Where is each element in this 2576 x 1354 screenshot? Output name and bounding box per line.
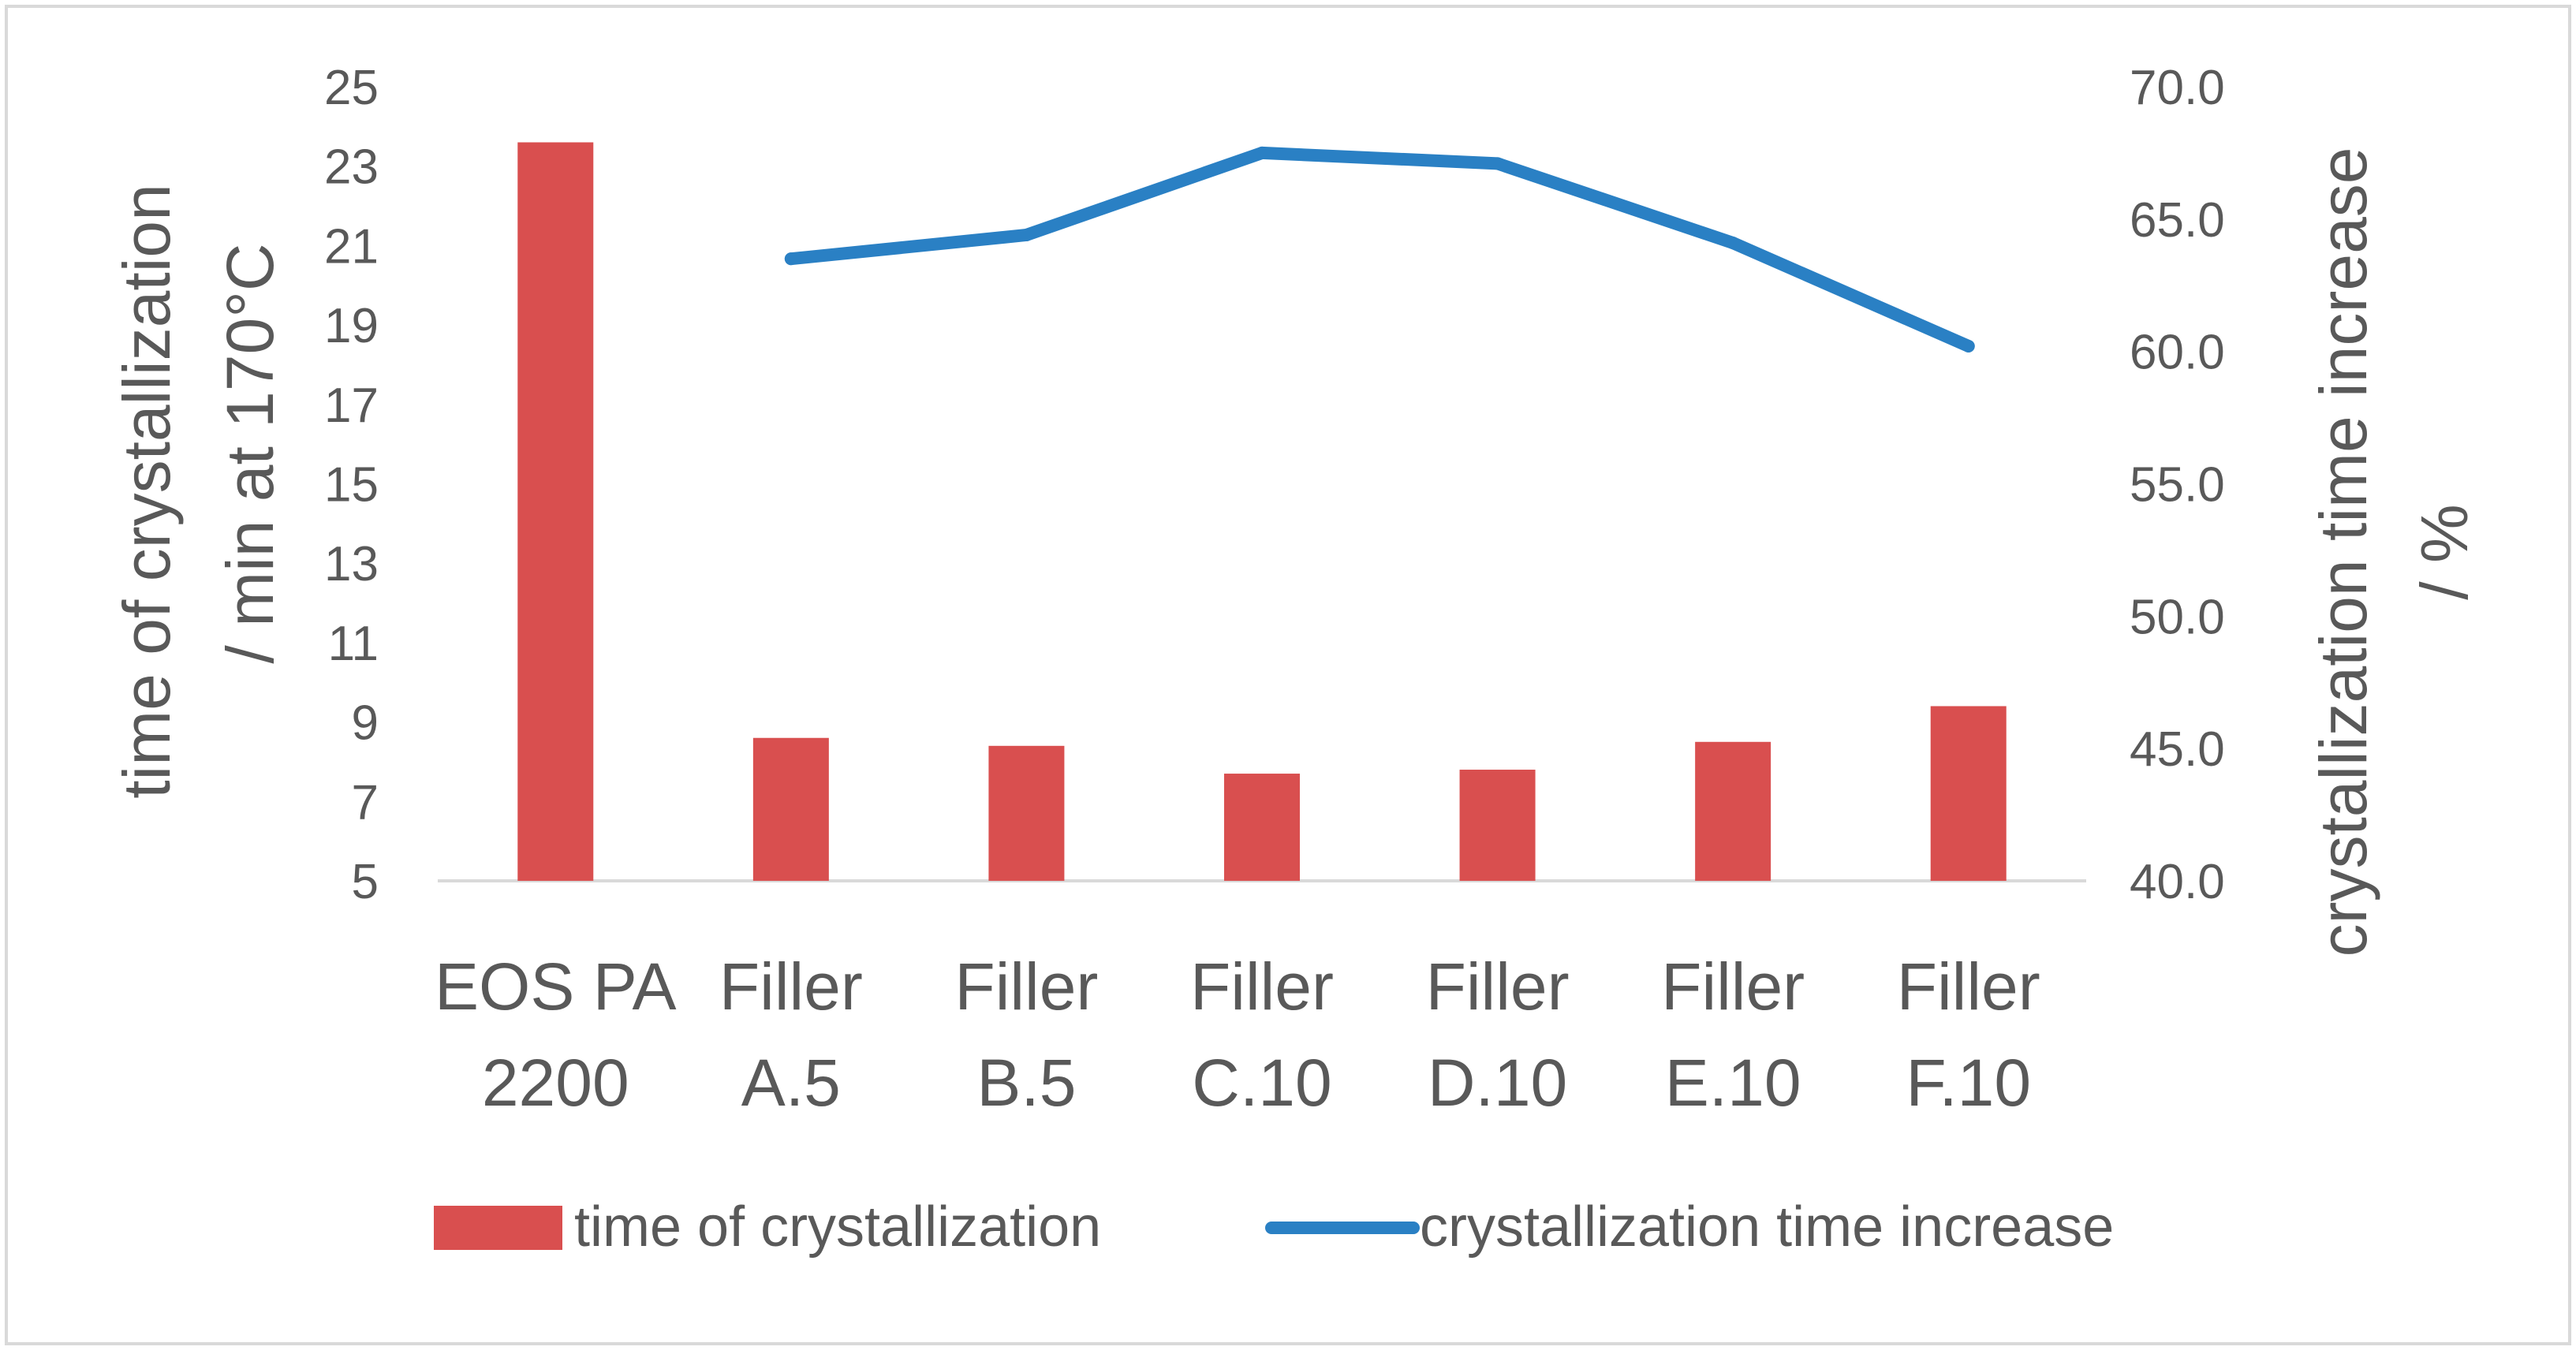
right-tick-label: 70.0 (2130, 61, 2225, 115)
category-label: Filler (1190, 949, 1334, 1024)
line-point (1727, 237, 1740, 250)
bar (988, 745, 1065, 881)
left-tick-label: 19 (324, 299, 379, 353)
right-axis-title-unit: / % (2407, 504, 2481, 599)
category-labels: EOS PA 2200 Filler A.5 Filler B.5 Filler C.10 Fi… (435, 949, 2040, 1120)
category-label: C.10 (1192, 1046, 1331, 1120)
line-point (1256, 146, 1268, 159)
left-tick-label: 13 (324, 537, 379, 591)
left-tick-label: 7 (352, 775, 379, 830)
bar (1459, 770, 1536, 881)
legend-bar-swatch (434, 1206, 562, 1250)
left-axis-title-unit: / min at 170°C (213, 243, 287, 663)
legend: time of crystallization crystallization t… (434, 1195, 2114, 1259)
category-label: Filler (1426, 949, 1570, 1024)
line-point (1020, 228, 1033, 241)
right-tick-label: 60.0 (2130, 326, 2225, 380)
bar (1695, 741, 1771, 881)
category-label: Filler (719, 949, 863, 1024)
left-tick-label: 9 (352, 696, 379, 751)
right-axis-title: crystallization time increase (2306, 147, 2380, 957)
right-tick-label: 65.0 (2130, 193, 2225, 248)
line-point (1491, 157, 1504, 170)
category-label: F.10 (1906, 1046, 2031, 1120)
right-tick-label: 40.0 (2130, 855, 2225, 909)
left-tick-label: 23 (324, 140, 379, 195)
bar (1224, 774, 1300, 881)
left-tick-label: 21 (324, 219, 379, 274)
right-tick-label: 55.0 (2130, 458, 2225, 513)
line-point (1962, 339, 1975, 352)
left-tick-label: 11 (328, 617, 379, 671)
line-series (784, 146, 1975, 352)
right-tick-label: 45.0 (2130, 722, 2225, 777)
right-axis: 40.0 45.0 50.0 55.0 60.0 65.0 70.0 (2130, 61, 2225, 909)
left-axis: 5 7 9 11 13 15 17 19 21 23 25 (324, 61, 379, 909)
category-label: E.10 (1665, 1046, 1801, 1120)
left-tick-label: 17 (324, 379, 379, 433)
category-label: B.5 (976, 1046, 1076, 1120)
bar-series (517, 142, 2007, 882)
bar (1930, 706, 2007, 881)
series-line (784, 146, 1975, 352)
category-label: D.10 (1428, 1046, 1567, 1120)
left-axis-title: time of crystallization (110, 184, 184, 799)
bar (517, 142, 594, 882)
line-point (784, 252, 797, 266)
left-tick-label: 25 (324, 61, 379, 115)
category-label: Filler (1661, 949, 1805, 1024)
category-label: EOS PA (435, 949, 677, 1024)
category-label: Filler (954, 949, 1098, 1024)
category-label: 2200 (482, 1046, 629, 1120)
category-label: Filler (1897, 949, 2040, 1024)
chart-border (5, 5, 2571, 1345)
bar (752, 737, 829, 881)
left-tick-label: 5 (352, 855, 379, 909)
left-tick-label: 15 (324, 458, 379, 513)
legend-bar-label: time of crystallization (574, 1195, 1101, 1259)
right-tick-label: 50.0 (2130, 590, 2225, 644)
legend-line-label: crystallization time increase (1420, 1195, 2114, 1259)
category-label: A.5 (741, 1046, 841, 1120)
axis-titles: time of crystallization / min at 170°C cry… (110, 147, 2481, 957)
